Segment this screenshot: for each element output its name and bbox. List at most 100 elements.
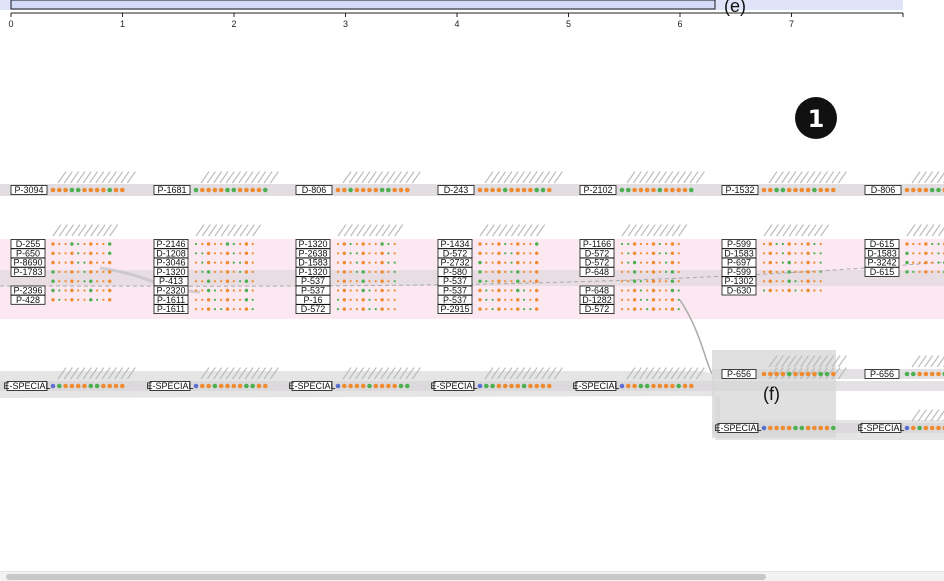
- event-dot: [516, 289, 519, 292]
- node-label[interactable]: E-SPECIAL: [146, 381, 193, 391]
- event-dot: [337, 243, 339, 245]
- event-dot: [930, 372, 935, 377]
- event-dot: [801, 262, 803, 264]
- event-dot: [621, 271, 623, 273]
- event-dot: [95, 188, 100, 193]
- event-dot: [652, 270, 655, 273]
- event-dot: [504, 252, 506, 254]
- node-label[interactable]: D-572: [585, 304, 610, 314]
- event-dot: [343, 252, 346, 255]
- event-dot: [671, 289, 674, 292]
- node-label[interactable]: D-615: [870, 267, 895, 277]
- event-dot: [83, 289, 85, 291]
- event-dot: [627, 252, 629, 254]
- node-label[interactable]: E-SPECIAL: [857, 423, 904, 433]
- event-dot: [769, 252, 772, 255]
- event-dot: [368, 243, 370, 245]
- event-dot: [534, 384, 539, 389]
- event-dot: [102, 243, 104, 245]
- event-dot: [930, 188, 935, 193]
- event-dot: [485, 252, 487, 254]
- event-dot: [207, 252, 210, 255]
- event-dot: [497, 188, 502, 193]
- node-label[interactable]: P-428: [16, 295, 40, 305]
- event-dot: [89, 242, 92, 245]
- event-dot: [337, 262, 339, 264]
- node-label[interactable]: D-806: [302, 185, 327, 195]
- event-dot: [225, 384, 230, 389]
- event-dot: [83, 271, 85, 273]
- event-dot: [547, 188, 552, 193]
- event-dot: [356, 299, 358, 301]
- event-dot: [239, 308, 241, 310]
- node-label[interactable]: P-656: [727, 369, 751, 379]
- event-dot: [485, 271, 487, 273]
- node-label[interactable]: P-1532: [725, 185, 754, 195]
- event-dot: [820, 280, 822, 282]
- event-dot: [820, 243, 822, 245]
- event-dot: [640, 271, 642, 273]
- event-dot: [233, 271, 235, 273]
- node-label[interactable]: P-1681: [157, 185, 186, 195]
- node-label[interactable]: P-1783: [13, 267, 42, 277]
- event-dot: [497, 384, 502, 389]
- event-dot: [490, 188, 495, 193]
- event-dot: [621, 280, 623, 282]
- node-label[interactable]: D-806: [871, 185, 896, 195]
- event-dot: [58, 262, 60, 264]
- node-label[interactable]: P-1611: [157, 304, 185, 314]
- event-dot: [77, 271, 79, 273]
- event-dot: [478, 188, 483, 193]
- event-dot: [670, 384, 675, 389]
- event-dot: [207, 289, 210, 292]
- event-dot: [509, 188, 514, 193]
- event-dot: [769, 261, 772, 264]
- node-label[interactable]: E-SPECIAL: [288, 381, 335, 391]
- event-dot: [214, 299, 216, 301]
- event-dot: [380, 242, 383, 245]
- event-dot: [633, 280, 636, 283]
- event-dot: [818, 426, 823, 431]
- node-label[interactable]: P-3094: [14, 185, 43, 195]
- event-dot: [627, 271, 629, 273]
- event-dot: [380, 289, 383, 292]
- event-dot: [919, 271, 921, 273]
- node-label[interactable]: D-243: [444, 185, 469, 195]
- event-dot: [219, 188, 224, 193]
- event-dot: [905, 261, 908, 264]
- event-dot: [337, 252, 339, 254]
- node-label[interactable]: E-SPECIAL: [714, 423, 761, 433]
- node-label[interactable]: P-656: [870, 369, 894, 379]
- event-dot: [547, 384, 552, 389]
- event-dot: [195, 262, 197, 264]
- event-dot: [239, 262, 241, 264]
- node-label[interactable]: P-2102: [583, 185, 612, 195]
- event-dot: [497, 252, 500, 255]
- event-dot: [220, 262, 222, 264]
- node-label[interactable]: D-572: [301, 304, 326, 314]
- event-dot: [201, 243, 203, 245]
- event-dot: [214, 289, 216, 291]
- node-label[interactable]: P-648: [585, 267, 609, 277]
- event-dot: [924, 188, 929, 193]
- event-dot: [220, 243, 222, 245]
- event-dot: [924, 261, 927, 264]
- event-dot: [65, 271, 67, 273]
- node-label[interactable]: E-SPECIAL: [572, 381, 619, 391]
- event-dot: [478, 270, 481, 273]
- event-dot: [201, 271, 203, 273]
- event-dot: [665, 271, 667, 273]
- axis-selection[interactable]: [11, 0, 715, 9]
- event-dot: [763, 280, 765, 282]
- event-dot: [905, 252, 908, 255]
- event-dot: [793, 188, 798, 193]
- event-dot: [102, 299, 104, 301]
- scrollbar-thumb[interactable]: [6, 574, 766, 580]
- event-dot: [659, 308, 661, 310]
- event-dot: [102, 271, 104, 273]
- node-label[interactable]: E-SPECIAL: [430, 381, 477, 391]
- node-label[interactable]: E-SPECIAL: [3, 381, 50, 391]
- event-dot: [387, 289, 389, 291]
- node-label[interactable]: P-2915: [440, 304, 469, 314]
- node-label[interactable]: D-630: [727, 286, 752, 296]
